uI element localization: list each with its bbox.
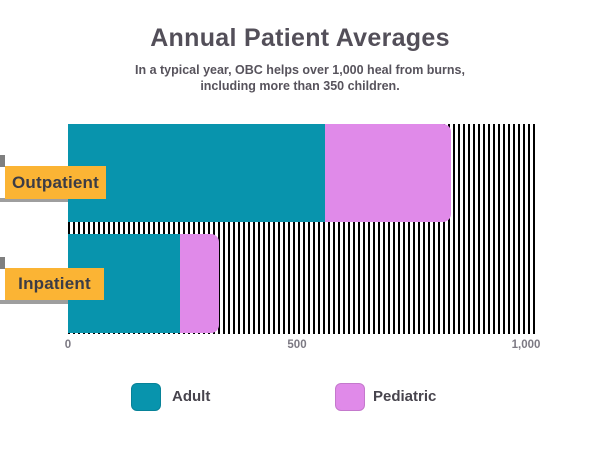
inpatient-label-fold: [0, 257, 5, 269]
inpatient-bar: [68, 234, 220, 333]
x-tick-0: 0: [64, 339, 72, 351]
outpatient-adult-segment: [68, 124, 325, 222]
outpatient-label-fold: [0, 155, 5, 167]
outpatient-label-shadow: [0, 198, 72, 202]
chart-subtitle-line1: In a typical year, OBC helps over 1,000 …: [135, 63, 465, 77]
chart-subtitle: In a typical year, OBC helps over 1,000 …: [0, 62, 600, 94]
inpatient-pediatric-segment: [180, 234, 220, 333]
x-tick-500: 500: [287, 339, 307, 351]
outpatient-category-label: Outpatient: [5, 166, 106, 199]
x-tick-1000: 1,000: [511, 339, 541, 351]
pediatric-legend-swatch: [335, 383, 365, 411]
chart-subtitle-line2: including more than 350 children.: [200, 79, 400, 93]
adult-legend-swatch: [131, 383, 161, 411]
adult-legend-label: Adult: [172, 388, 211, 405]
chart-title: Annual Patient Averages: [150, 24, 450, 52]
pediatric-legend-label: Pediatric: [373, 388, 437, 405]
outpatient-pediatric-segment: [324, 124, 451, 222]
outpatient-bar: [68, 124, 451, 222]
inpatient-label-shadow: [0, 300, 72, 304]
inpatient-category-label: Inpatient: [5, 268, 104, 300]
